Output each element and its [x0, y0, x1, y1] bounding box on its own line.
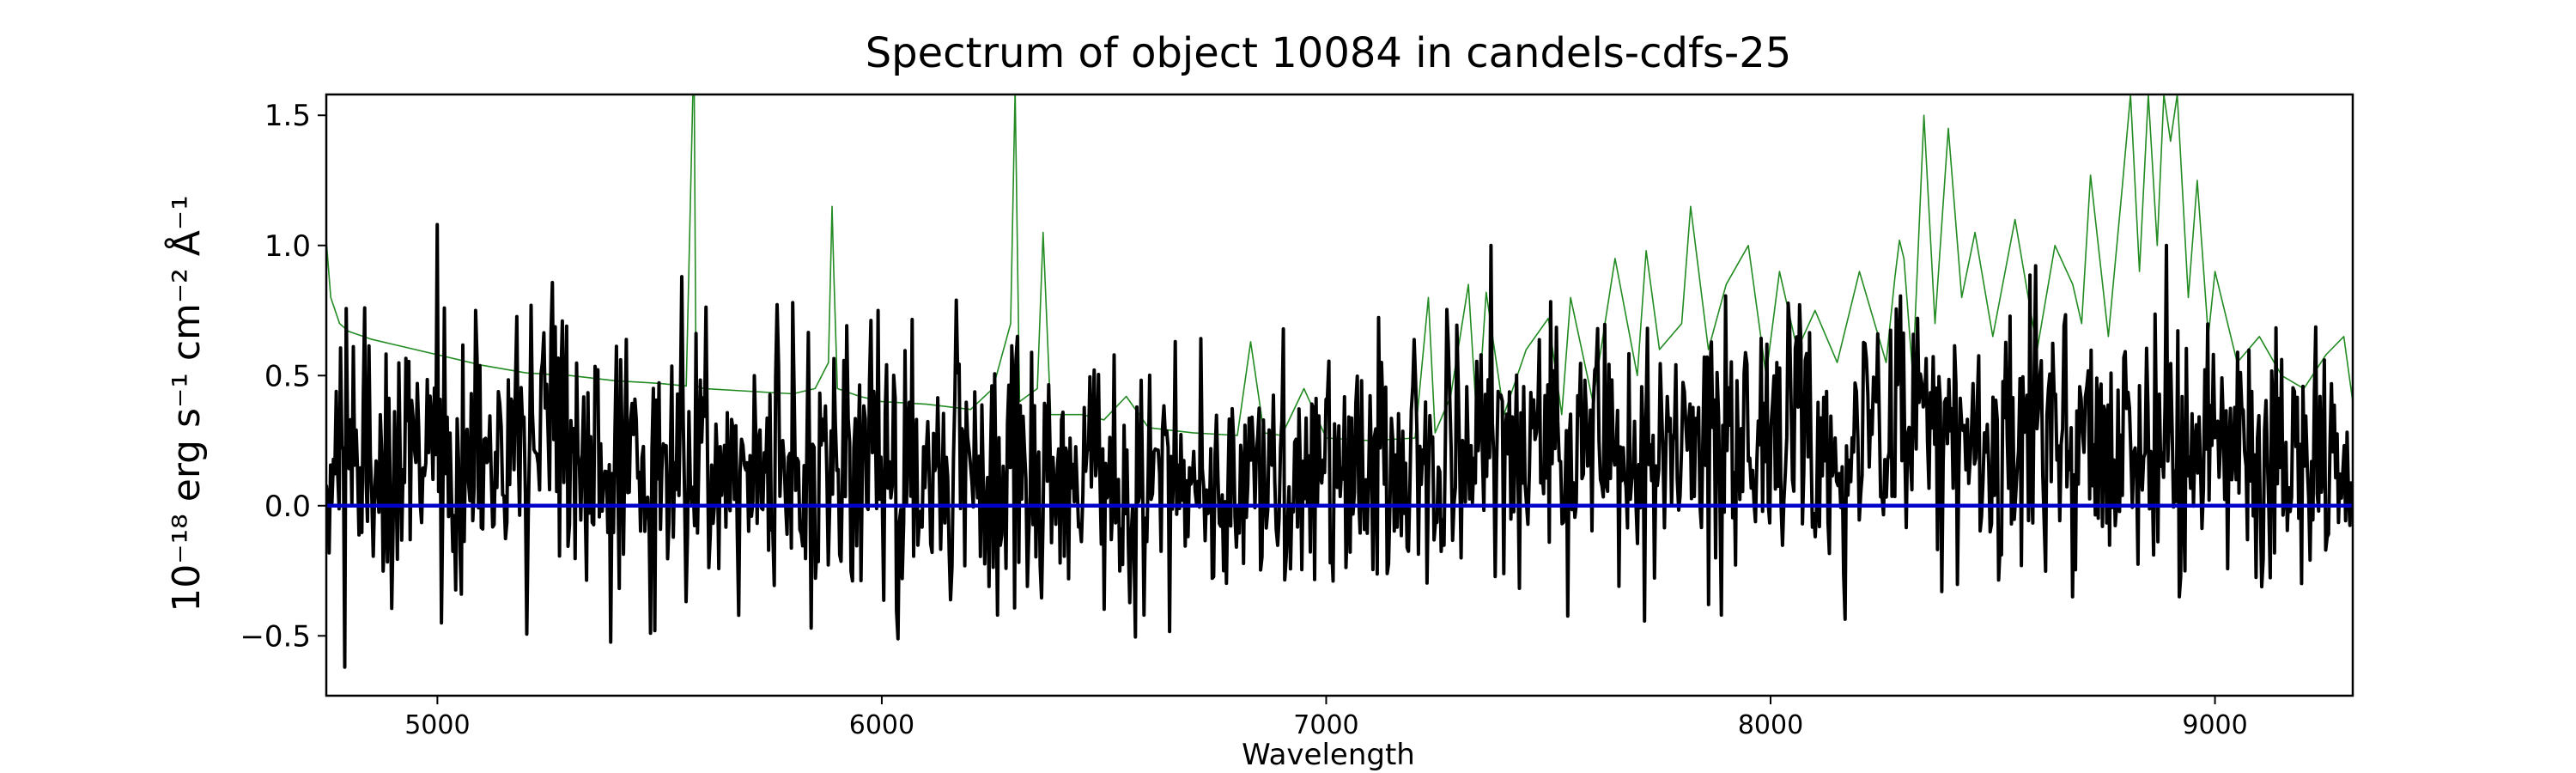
x-tick-label: 5000	[404, 710, 470, 740]
x-tick-label: 8000	[1738, 710, 1803, 740]
y-axis-label: 10⁻¹⁸ erg s⁻¹ cm⁻² Å⁻¹	[163, 195, 209, 612]
y-tick-label: 1.5	[264, 99, 311, 133]
y-axis-ticks: −0.5 0.0 0.5 1.0 1.5	[240, 99, 326, 654]
y-tick-label: 1.0	[264, 229, 311, 264]
noise-spectrum-line	[326, 94, 2353, 441]
y-tick-label: −0.5	[240, 619, 311, 654]
x-tick-label: 9000	[2182, 710, 2247, 740]
plot-frame	[325, 93, 2354, 697]
y-tick-label: 0.5	[264, 359, 311, 393]
x-tick-label: 6000	[849, 710, 914, 740]
x-axis-label: Wavelength	[1242, 738, 1415, 772]
flux-spectrum-line	[326, 222, 2353, 669]
y-tick-label: 0.0	[264, 490, 311, 524]
series-layer	[326, 94, 2353, 669]
chart-title: Spectrum of object 10084 in candels-cdfs…	[866, 29, 1792, 77]
x-tick-label: 7000	[1293, 710, 1358, 740]
x-axis-ticks: 5000 6000 7000 8000 9000	[404, 696, 2248, 740]
